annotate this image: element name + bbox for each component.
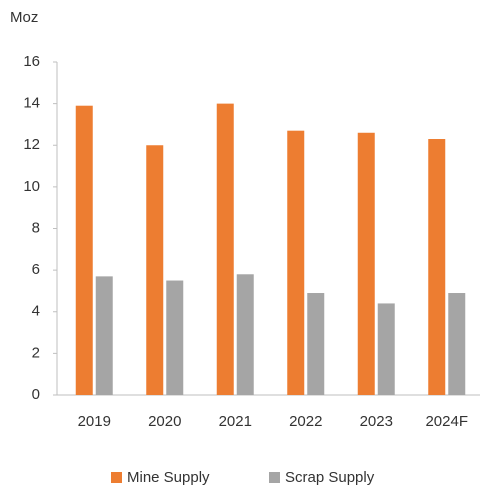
- bar: [236, 274, 254, 395]
- bar: [357, 132, 375, 395]
- legend-label: Mine Supply: [127, 469, 210, 486]
- bar: [287, 130, 305, 395]
- bar: [307, 293, 325, 395]
- y-axis-label: Moz: [10, 9, 38, 26]
- y-tick-label: 2: [32, 344, 40, 361]
- legend-swatch: [269, 472, 280, 483]
- bar: [216, 103, 234, 395]
- x-tick-label: 2023: [360, 413, 393, 430]
- y-tick-label: 14: [23, 95, 40, 112]
- y-tick-label: 0: [32, 386, 40, 403]
- y-tick-label: 10: [23, 178, 40, 195]
- x-tick-label: 2022: [289, 413, 322, 430]
- bar: [146, 145, 164, 395]
- bar: [166, 280, 184, 395]
- bar: [448, 293, 466, 395]
- y-tick-label: 16: [23, 53, 40, 70]
- y-tick-label: 4: [32, 303, 40, 320]
- x-tick-label: 2021: [219, 413, 252, 430]
- bar: [377, 303, 395, 395]
- bar: [428, 139, 446, 395]
- legend-swatch: [111, 472, 122, 483]
- y-tick-label: 8: [32, 219, 40, 236]
- x-tick-label: 2020: [148, 413, 181, 430]
- bar: [95, 276, 113, 395]
- y-tick-label: 6: [32, 261, 40, 278]
- x-tick-label: 2019: [78, 413, 111, 430]
- bar: [75, 105, 93, 396]
- y-tick-label: 12: [23, 136, 40, 153]
- legend-label: Scrap Supply: [285, 469, 375, 486]
- x-tick-label: 2024F: [425, 413, 468, 430]
